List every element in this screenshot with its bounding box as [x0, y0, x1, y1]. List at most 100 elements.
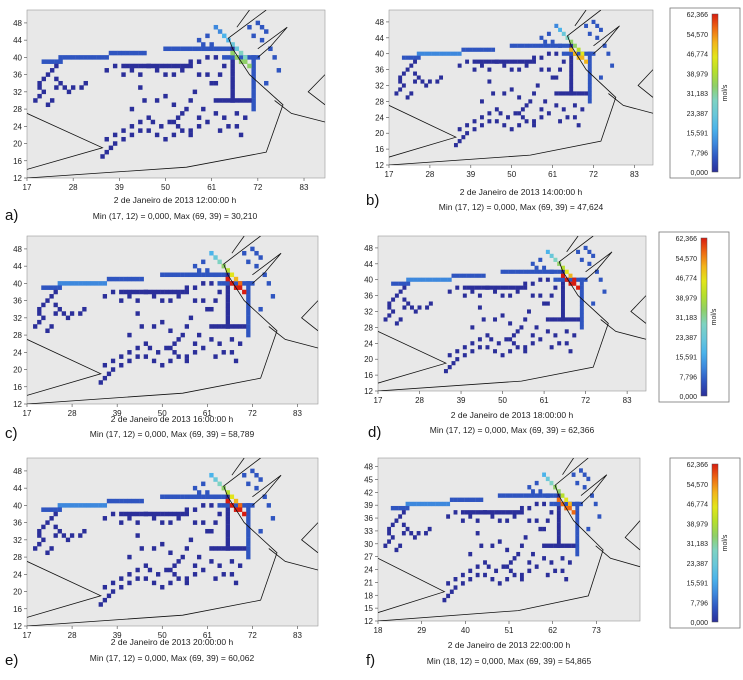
- heatmap-cell: [213, 576, 218, 581]
- heatmap-cell: [243, 59, 248, 64]
- heatmap-cell: [425, 305, 430, 310]
- heatmap-cell: [237, 285, 243, 290]
- heatmap-cell: [225, 541, 230, 547]
- heatmap-cell: [508, 349, 513, 354]
- heatmap-cell: [534, 325, 539, 330]
- heatmap-cell: [457, 51, 462, 56]
- heatmap-cell: [123, 498, 128, 504]
- heatmap-cell: [201, 281, 206, 286]
- heatmap-cell: [475, 510, 480, 515]
- outline-line: [378, 557, 446, 613]
- heatmap-cell: [398, 514, 403, 519]
- heatmap-cell: [143, 511, 149, 517]
- panel-a: 17 28 39 50 61 72 83 48 44 40 36 32 28 24 20 16 12 2 de J…: [5, 9, 326, 224]
- heatmap-cell: [119, 576, 124, 581]
- heatmap-cell: [246, 259, 251, 265]
- heatmap-cell: [138, 63, 143, 69]
- heatmap-cell: [542, 556, 546, 561]
- heatmap-cell: [567, 560, 572, 565]
- heatmap-cell: [37, 306, 42, 312]
- heatmap-cell: [508, 568, 513, 574]
- heatmap-cell: [184, 46, 189, 52]
- y-tick-label: 40: [364, 276, 373, 285]
- heatmap-cell: [78, 281, 83, 286]
- heatmap-cell: [226, 37, 231, 43]
- heatmap-cell: [519, 505, 524, 511]
- heatmap-cell: [37, 533, 42, 538]
- heatmap-cell: [587, 75, 592, 80]
- heatmap-cell: [104, 55, 109, 60]
- x-tick-label: 83: [300, 183, 309, 192]
- heatmap-cell: [587, 91, 592, 96]
- x-tick-label: 17: [23, 631, 32, 640]
- x-tick-label: 72: [581, 396, 590, 405]
- heatmap-cell: [394, 547, 399, 553]
- y-tick-label: 12: [364, 387, 373, 396]
- heatmap-cell: [394, 91, 399, 96]
- heatmap-cell: [49, 516, 54, 521]
- heatmap-cell: [192, 298, 198, 303]
- heatmap-cell: [462, 353, 467, 358]
- heatmap-cell: [168, 580, 173, 586]
- heatmap-cell: [237, 341, 243, 346]
- heatmap-cell: [523, 349, 528, 354]
- heatmap-cell: [461, 135, 466, 140]
- heatmap-cell: [579, 293, 584, 298]
- heatmap-cell: [494, 510, 499, 515]
- heatmap-cell: [527, 505, 532, 511]
- colorbar-tick-label: 54,570: [687, 482, 709, 489]
- heatmap-cell: [78, 533, 83, 538]
- heatmap-cell: [539, 67, 544, 72]
- heatmap-cell: [108, 50, 114, 56]
- heatmap-cell: [575, 514, 580, 519]
- y-tick-label: 28: [364, 323, 373, 332]
- heatmap-cell: [119, 289, 124, 295]
- heatmap-cell: [129, 63, 135, 69]
- heatmap-cell: [127, 554, 132, 560]
- colorbar-tick-label: 38,979: [676, 295, 698, 302]
- heatmap-cell: [246, 516, 251, 521]
- plot-area: [377, 457, 641, 622]
- y-tick-label: 48: [13, 245, 22, 254]
- heatmap-cell: [398, 87, 403, 92]
- heatmap-cell: [502, 123, 507, 128]
- heatmap-cell: [180, 128, 185, 133]
- heatmap-cell: [409, 277, 414, 282]
- heatmap-cell: [205, 55, 210, 60]
- heatmap-cell: [558, 67, 562, 72]
- heatmap-cell: [524, 43, 529, 48]
- heatmap-cell: [556, 543, 561, 548]
- heatmap-cell: [569, 67, 574, 72]
- colorbar-tick-label: 15,591: [676, 355, 698, 362]
- heatmap-cell: [542, 493, 546, 498]
- heatmap-cell: [112, 63, 118, 69]
- heatmap-cell: [567, 501, 572, 507]
- heatmap-cell: [176, 294, 181, 299]
- heatmap-cell: [188, 132, 193, 138]
- heatmap-cell: [564, 269, 569, 274]
- heatmap-cell: [160, 272, 165, 278]
- colorbar-tick-label: 46,774: [687, 52, 709, 59]
- panel-label: f): [366, 652, 375, 669]
- heatmap-cell: [160, 289, 165, 295]
- heatmap-cell: [119, 498, 124, 504]
- heatmap-cell: [394, 518, 399, 523]
- x-tick-label: 61: [548, 170, 557, 179]
- heatmap-cell: [402, 305, 407, 310]
- outline-line: [637, 69, 653, 98]
- heatmap-cell: [579, 325, 584, 330]
- heatmap-cell: [264, 29, 269, 34]
- heatmap-cell: [446, 514, 451, 519]
- heatmap-cell: [180, 46, 185, 52]
- heatmap-cell: [225, 315, 230, 321]
- heatmap-cell: [82, 528, 87, 534]
- heatmap-cell: [163, 63, 168, 69]
- heatmap-cell: [251, 63, 256, 69]
- heatmap-cell: [401, 71, 406, 76]
- heatmap-cell: [201, 42, 206, 47]
- heatmap-cell: [110, 580, 116, 586]
- heatmap-cell: [412, 535, 417, 540]
- heatmap-cell: [560, 285, 565, 290]
- panel-b: 17 28 39 50 61 72 83 48 44 40 36 32 28 24 20 16 12 2 de J…: [366, 7, 741, 212]
- heatmap-cell: [481, 285, 486, 290]
